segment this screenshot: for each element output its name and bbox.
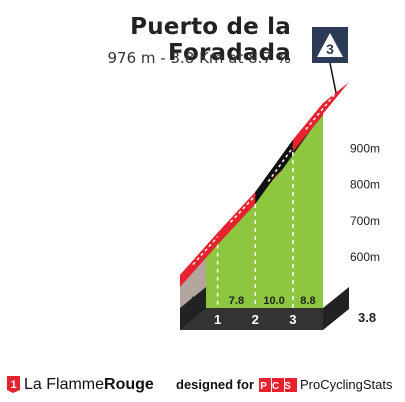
elevation-tick-label: 600m	[350, 250, 380, 264]
gradient-segment-band	[180, 232, 218, 287]
km-marker-label: 3	[289, 312, 296, 327]
pcs-logo-icon[interactable]: PCS	[259, 378, 297, 392]
elevation-tick-label: 700m	[350, 214, 380, 228]
brand-prefix: La Flamme	[24, 376, 105, 393]
gradient-value-label: 8.8	[300, 295, 315, 307]
footer: 1 La FlammeRouge designed for PCS ProCyc…	[0, 370, 405, 400]
climb-title: Puerto de la Foradada	[130, 14, 291, 66]
procyclingstats-link[interactable]: ProCyclingStats	[300, 377, 393, 392]
designed-for-label: designed for	[176, 377, 255, 392]
category-badge: 3	[312, 27, 348, 63]
elevation-tick-label: 800m	[350, 178, 380, 192]
base-band-side	[323, 287, 349, 330]
road-centre-line	[267, 128, 307, 182]
distance-end-label: 3.8	[358, 310, 376, 325]
gradient-segment-band	[255, 139, 293, 205]
brand-suffix: Rouge	[104, 376, 154, 393]
category-number: 3	[326, 41, 334, 57]
flamme-rouge-flag-icon: 1	[7, 376, 20, 393]
gradient-value-label: 8.1	[191, 295, 206, 307]
km-marker-label: 2	[252, 312, 259, 327]
gradient-value-label: 10.0	[263, 295, 284, 307]
road-centre-line	[305, 92, 337, 130]
svg-text:1: 1	[10, 379, 16, 391]
svg-text:PCS: PCS	[260, 381, 296, 392]
base-band-front	[180, 308, 323, 330]
gradient-segment-band	[217, 192, 256, 245]
flamme-rouge-brand[interactable]: La FlammeRouge	[24, 376, 154, 394]
gradient-value-label: 7.8	[229, 295, 244, 307]
summit-pole	[329, 62, 337, 93]
km-marker-label: 1	[214, 312, 221, 327]
start-wall-base	[180, 287, 206, 330]
elevation-tick-label: 900m	[350, 142, 380, 156]
category-triangle-icon	[317, 33, 343, 57]
climb-subtitle: 976 m - 3.8 Km at 8.7 %	[107, 49, 291, 67]
